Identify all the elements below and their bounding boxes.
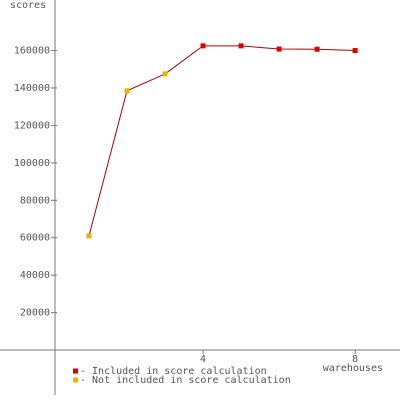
x-tick-label: 4: [200, 354, 206, 365]
y-axis-label: scores: [10, 0, 46, 11]
legend-swatch: [73, 377, 78, 383]
x-tick-label: 8: [352, 354, 358, 365]
y-tick-label: 100000: [14, 158, 50, 169]
point: [200, 43, 206, 49]
point: [162, 71, 168, 77]
y-tick-label: 160000: [14, 46, 50, 57]
legend-label: - Not included in score calculation: [80, 375, 291, 386]
y-tick-label: 80000: [20, 195, 50, 206]
legend-swatch: [73, 368, 78, 374]
point: [238, 43, 244, 49]
point: [124, 88, 130, 94]
series-line: [88, 73, 166, 236]
y-tick-label: 120000: [14, 120, 50, 131]
point: [276, 46, 282, 52]
point: [352, 48, 358, 54]
line-connector: [164, 45, 204, 75]
point: [86, 233, 92, 239]
legend-label: - Included in score calculation: [80, 366, 267, 377]
y-tick-label: 140000: [14, 83, 50, 94]
point: [314, 46, 320, 52]
y-tick-label: 40000: [20, 270, 50, 281]
x-axis-label: warehouses: [323, 363, 383, 374]
y-tick-label: 20000: [20, 308, 50, 319]
y-tick-label: 60000: [20, 233, 50, 244]
